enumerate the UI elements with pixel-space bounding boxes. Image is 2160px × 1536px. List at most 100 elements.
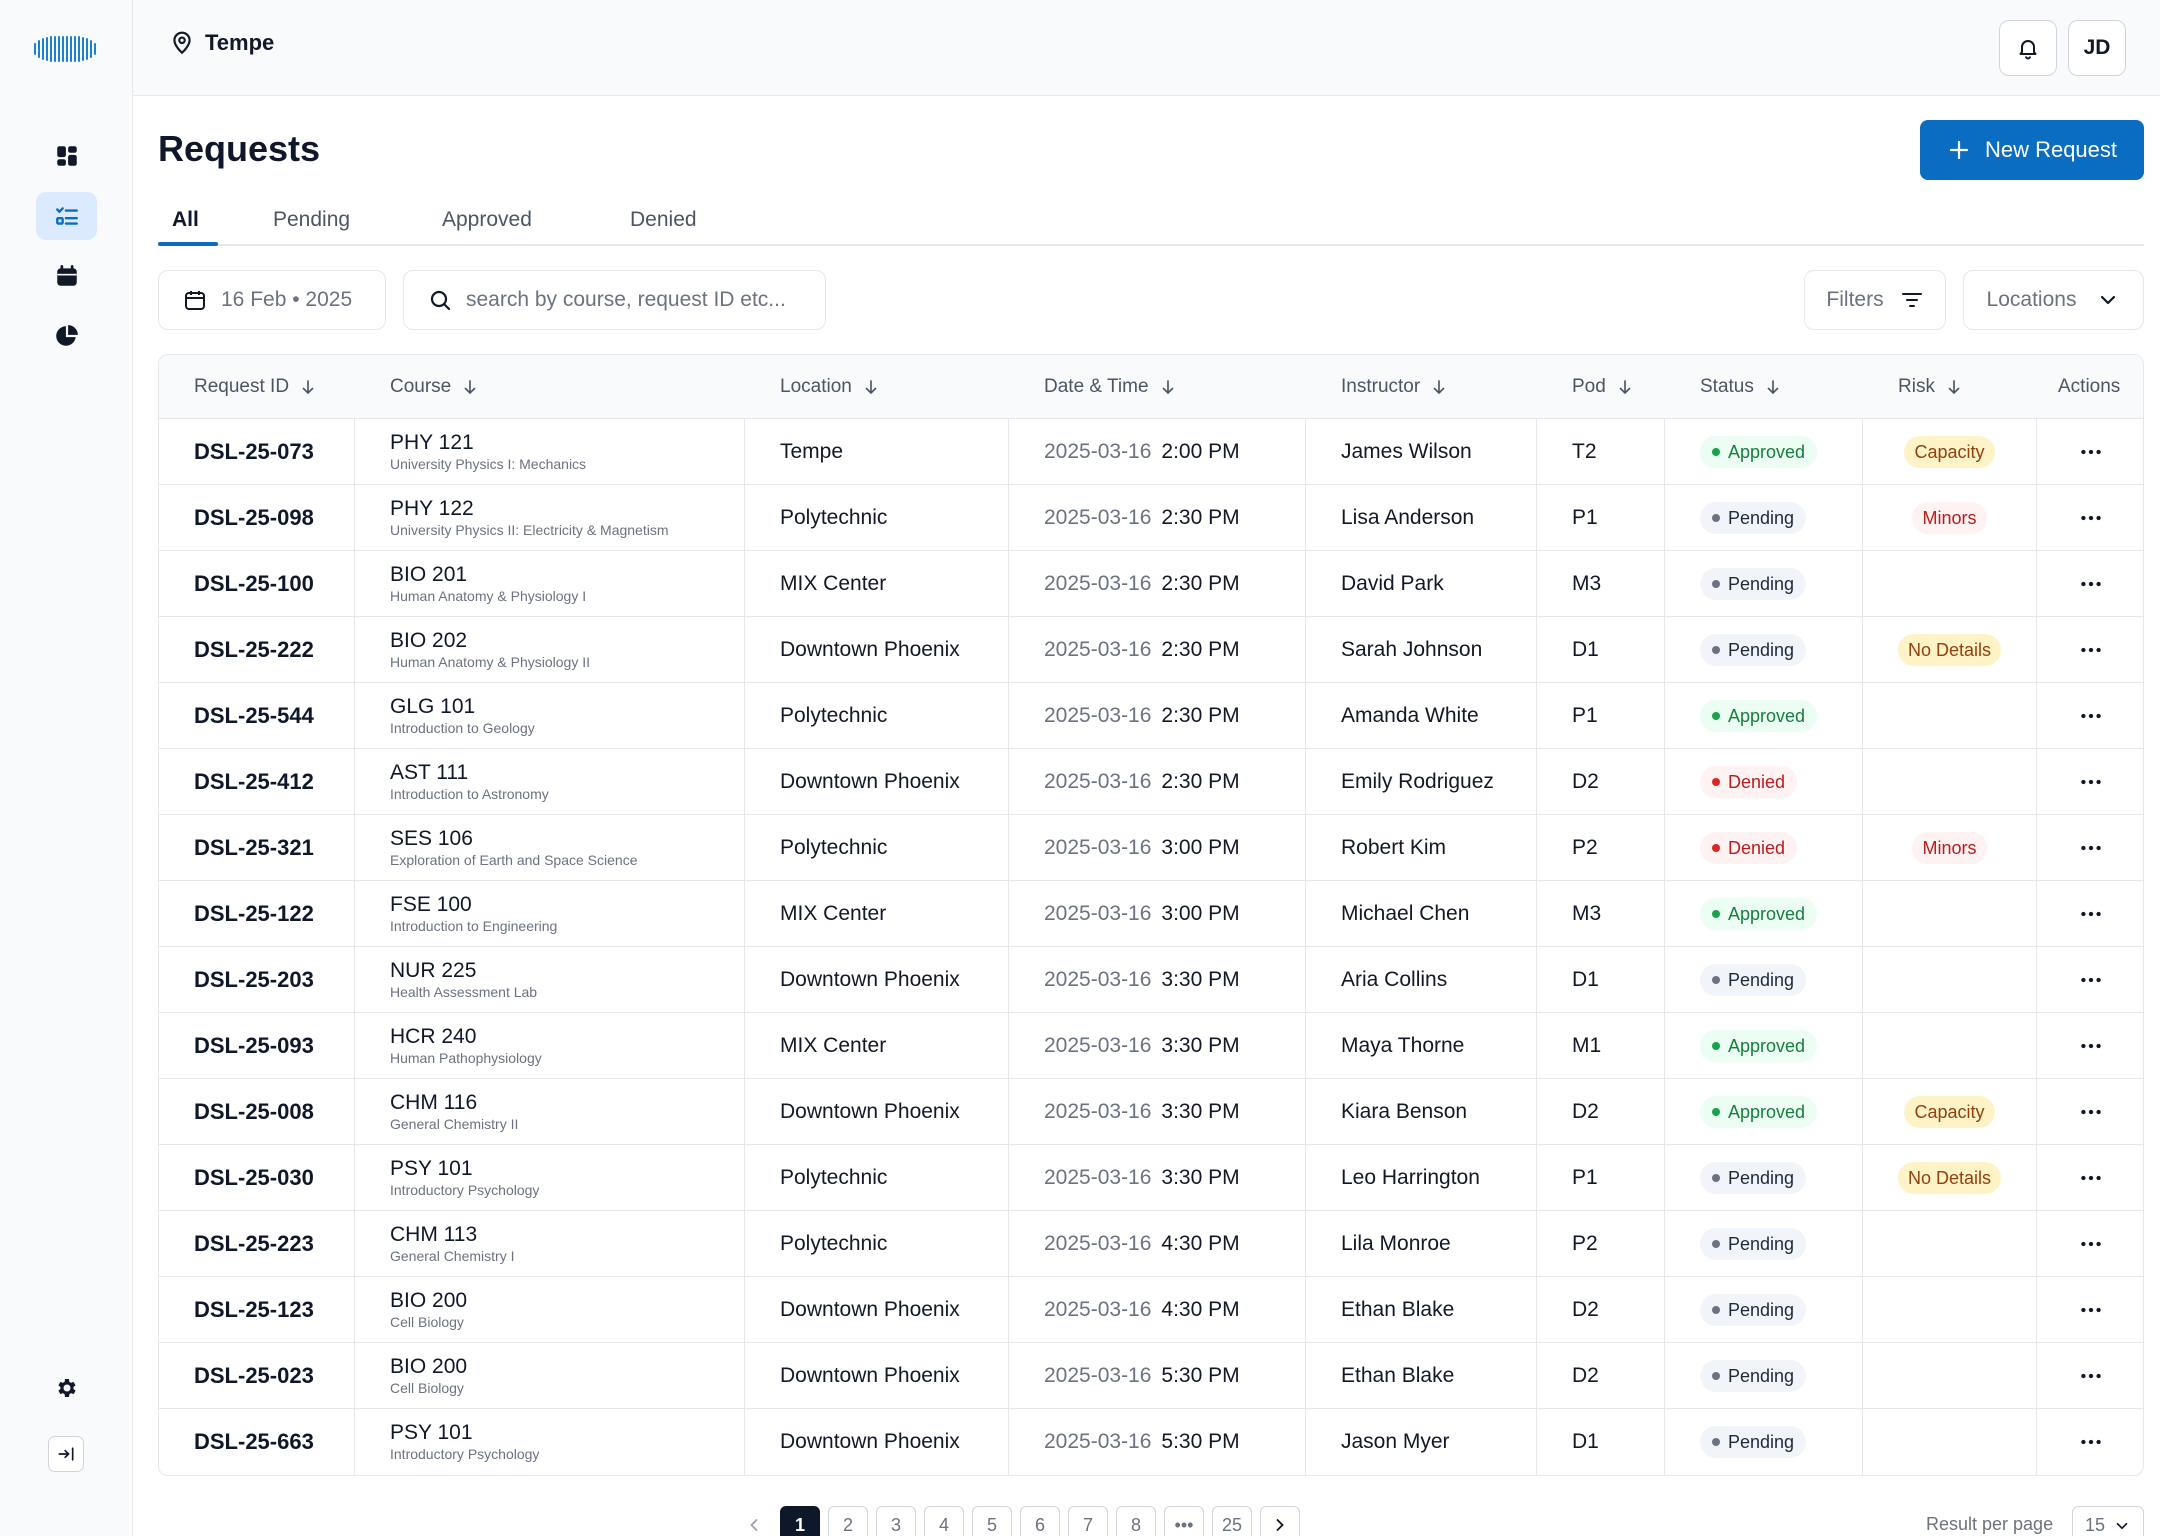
more-horizontal-icon — [2081, 977, 2101, 983]
location-selector[interactable]: Tempe — [169, 30, 274, 56]
row-actions-button[interactable] — [2037, 683, 2143, 749]
search-input[interactable] — [466, 288, 806, 312]
request-id[interactable]: DSL-25-008 — [159, 1079, 355, 1145]
row-actions-button[interactable] — [2037, 617, 2143, 683]
date-picker[interactable]: 16 Feb • 2025 — [158, 270, 386, 330]
table-row[interactable]: DSL-25-663 PSY 101 Introductory Psychology… — [159, 1409, 2143, 1475]
table-row[interactable]: DSL-25-544 GLG 101 Introduction to Geology… — [159, 683, 2143, 749]
status-label: Pending — [1728, 1167, 1795, 1188]
table-row[interactable]: DSL-25-008 CHM 116 General Chemistry II Dow… — [159, 1079, 2143, 1145]
row-actions-button[interactable] — [2037, 551, 2143, 617]
course-name: Cell Biology — [390, 1314, 464, 1330]
request-id[interactable]: DSL-25-203 — [159, 947, 355, 1013]
page-button[interactable]: 3 — [876, 1506, 916, 1536]
request-id[interactable]: DSL-25-123 — [159, 1277, 355, 1343]
row-actions-button[interactable] — [2037, 1277, 2143, 1343]
avatar[interactable]: JD — [2068, 20, 2126, 76]
request-id[interactable]: DSL-25-412 — [159, 749, 355, 815]
row-actions-button[interactable] — [2037, 1013, 2143, 1079]
tab-pending[interactable]: Pending — [273, 208, 351, 231]
column-header-date-time[interactable]: Date & Time — [1044, 355, 1177, 419]
chevron-down-icon — [2101, 295, 2116, 305]
page-button[interactable]: 2 — [828, 1506, 868, 1536]
row-actions-button[interactable] — [2037, 1211, 2143, 1277]
table-row[interactable]: DSL-25-223 CHM 113 General Chemistry I Poly… — [159, 1211, 2143, 1277]
row-actions-button[interactable] — [2037, 1145, 2143, 1211]
nav-calendar[interactable] — [36, 252, 97, 300]
next-page-button[interactable] — [1260, 1506, 1300, 1536]
table-row[interactable]: DSL-25-073 PHY 121 University Physics I: M… — [159, 419, 2143, 485]
row-actions-button[interactable] — [2037, 947, 2143, 1013]
table-row[interactable]: DSL-25-321 SES 106 Exploration of Earth an… — [159, 815, 2143, 881]
page-button[interactable]: 5 — [972, 1506, 1012, 1536]
request-id[interactable]: DSL-25-030 — [159, 1145, 355, 1211]
request-id[interactable]: DSL-25-544 — [159, 683, 355, 749]
logo[interactable] — [32, 34, 100, 64]
status-badge: Pending — [1700, 1426, 1807, 1458]
page-button[interactable]: 1 — [780, 1506, 820, 1536]
nav-dashboard[interactable] — [36, 132, 97, 180]
table-row[interactable]: DSL-25-123 BIO 200 Cell Biology Downtown Ph… — [159, 1277, 2143, 1343]
course-cell: BIO 200 Cell Biology — [355, 1343, 745, 1409]
table-row[interactable]: DSL-25-023 BIO 200 Cell Biology Downtown Ph… — [159, 1343, 2143, 1409]
page-button[interactable]: ••• — [1164, 1506, 1204, 1536]
table-row[interactable]: DSL-25-093 HCR 240 Human Pathophysiology MI… — [159, 1013, 2143, 1079]
risk-badge: Capacity — [1904, 1096, 1995, 1128]
table-row[interactable]: DSL-25-122 FSE 100 Introduction to Enginee… — [159, 881, 2143, 947]
row-actions-button[interactable] — [2037, 1409, 2143, 1475]
tab-approved[interactable]: Approved — [442, 208, 532, 231]
column-header-request-id[interactable]: Request ID — [194, 355, 317, 419]
request-id[interactable]: DSL-25-073 — [159, 419, 355, 485]
column-header-status[interactable]: Status — [1700, 355, 1782, 419]
request-id[interactable]: DSL-25-222 — [159, 617, 355, 683]
table-row[interactable]: DSL-25-030 PSY 101 Introductory Psychology… — [159, 1145, 2143, 1211]
table-row[interactable]: DSL-25-412 AST 111 Introduction to Astrono… — [159, 749, 2143, 815]
request-id[interactable]: DSL-25-122 — [159, 881, 355, 947]
page-title: Requests — [158, 128, 321, 169]
more-horizontal-icon — [2081, 1373, 2101, 1379]
table-row[interactable]: DSL-25-098 PHY 122 University Physics II: … — [159, 485, 2143, 551]
row-actions-button[interactable] — [2037, 815, 2143, 881]
column-header-course[interactable]: Course — [390, 355, 479, 419]
row-actions-button[interactable] — [2037, 1079, 2143, 1145]
new-request-button[interactable]: New Request — [1920, 120, 2144, 180]
prev-page-button[interactable] — [734, 1506, 774, 1536]
row-actions-button[interactable] — [2037, 419, 2143, 485]
column-header-location[interactable]: Location — [780, 355, 880, 419]
request-id[interactable]: DSL-25-223 — [159, 1211, 355, 1277]
course-cell: BIO 202 Human Anatomy & Physiology II — [355, 617, 745, 683]
request-id[interactable]: DSL-25-093 — [159, 1013, 355, 1079]
table-row[interactable]: DSL-25-222 BIO 202 Human Anatomy & Physiol… — [159, 617, 2143, 683]
tab-all[interactable]: All — [172, 208, 199, 231]
row-actions-button[interactable] — [2037, 485, 2143, 551]
request-id[interactable]: DSL-25-100 — [159, 551, 355, 617]
column-header-risk[interactable]: Risk — [1898, 355, 1963, 419]
page-button[interactable]: 25 — [1212, 1506, 1252, 1536]
nav-requests[interactable] — [36, 192, 97, 240]
page-button[interactable]: 7 — [1068, 1506, 1108, 1536]
settings-button[interactable] — [48, 1370, 84, 1406]
request-id[interactable]: DSL-25-663 — [159, 1409, 355, 1475]
row-actions-button[interactable] — [2037, 1343, 2143, 1409]
tab-denied[interactable]: Denied — [630, 208, 697, 231]
page-button[interactable]: 8 — [1116, 1506, 1156, 1536]
column-header-pod[interactable]: Pod — [1572, 355, 1634, 419]
table-row[interactable]: DSL-25-203 NUR 225 Health Assessment Lab Do… — [159, 947, 2143, 1013]
request-id[interactable]: DSL-25-098 — [159, 485, 355, 551]
column-header-instructor[interactable]: Instructor — [1341, 355, 1448, 419]
page-button[interactable]: 6 — [1020, 1506, 1060, 1536]
table-row[interactable]: DSL-25-100 BIO 201 Human Anatomy & Physiol… — [159, 551, 2143, 617]
result-per-page-select[interactable]: 15 — [2072, 1506, 2144, 1536]
row-actions-button[interactable] — [2037, 749, 2143, 815]
row-actions-button[interactable] — [2037, 881, 2143, 947]
request-id[interactable]: DSL-25-023 — [159, 1343, 355, 1409]
course-name: Human Pathophysiology — [390, 1050, 542, 1066]
locations-dropdown[interactable]: Locations — [1963, 270, 2144, 330]
nav-analytics[interactable] — [36, 312, 97, 360]
notifications-button[interactable] — [1999, 20, 2057, 76]
collapse-sidebar-button[interactable] — [48, 1436, 84, 1472]
date-time-cell: 2025-03-16 3:30 PM — [1009, 1013, 1306, 1079]
request-id[interactable]: DSL-25-321 — [159, 815, 355, 881]
filters-button[interactable]: Filters — [1804, 270, 1946, 330]
page-button[interactable]: 4 — [924, 1506, 964, 1536]
